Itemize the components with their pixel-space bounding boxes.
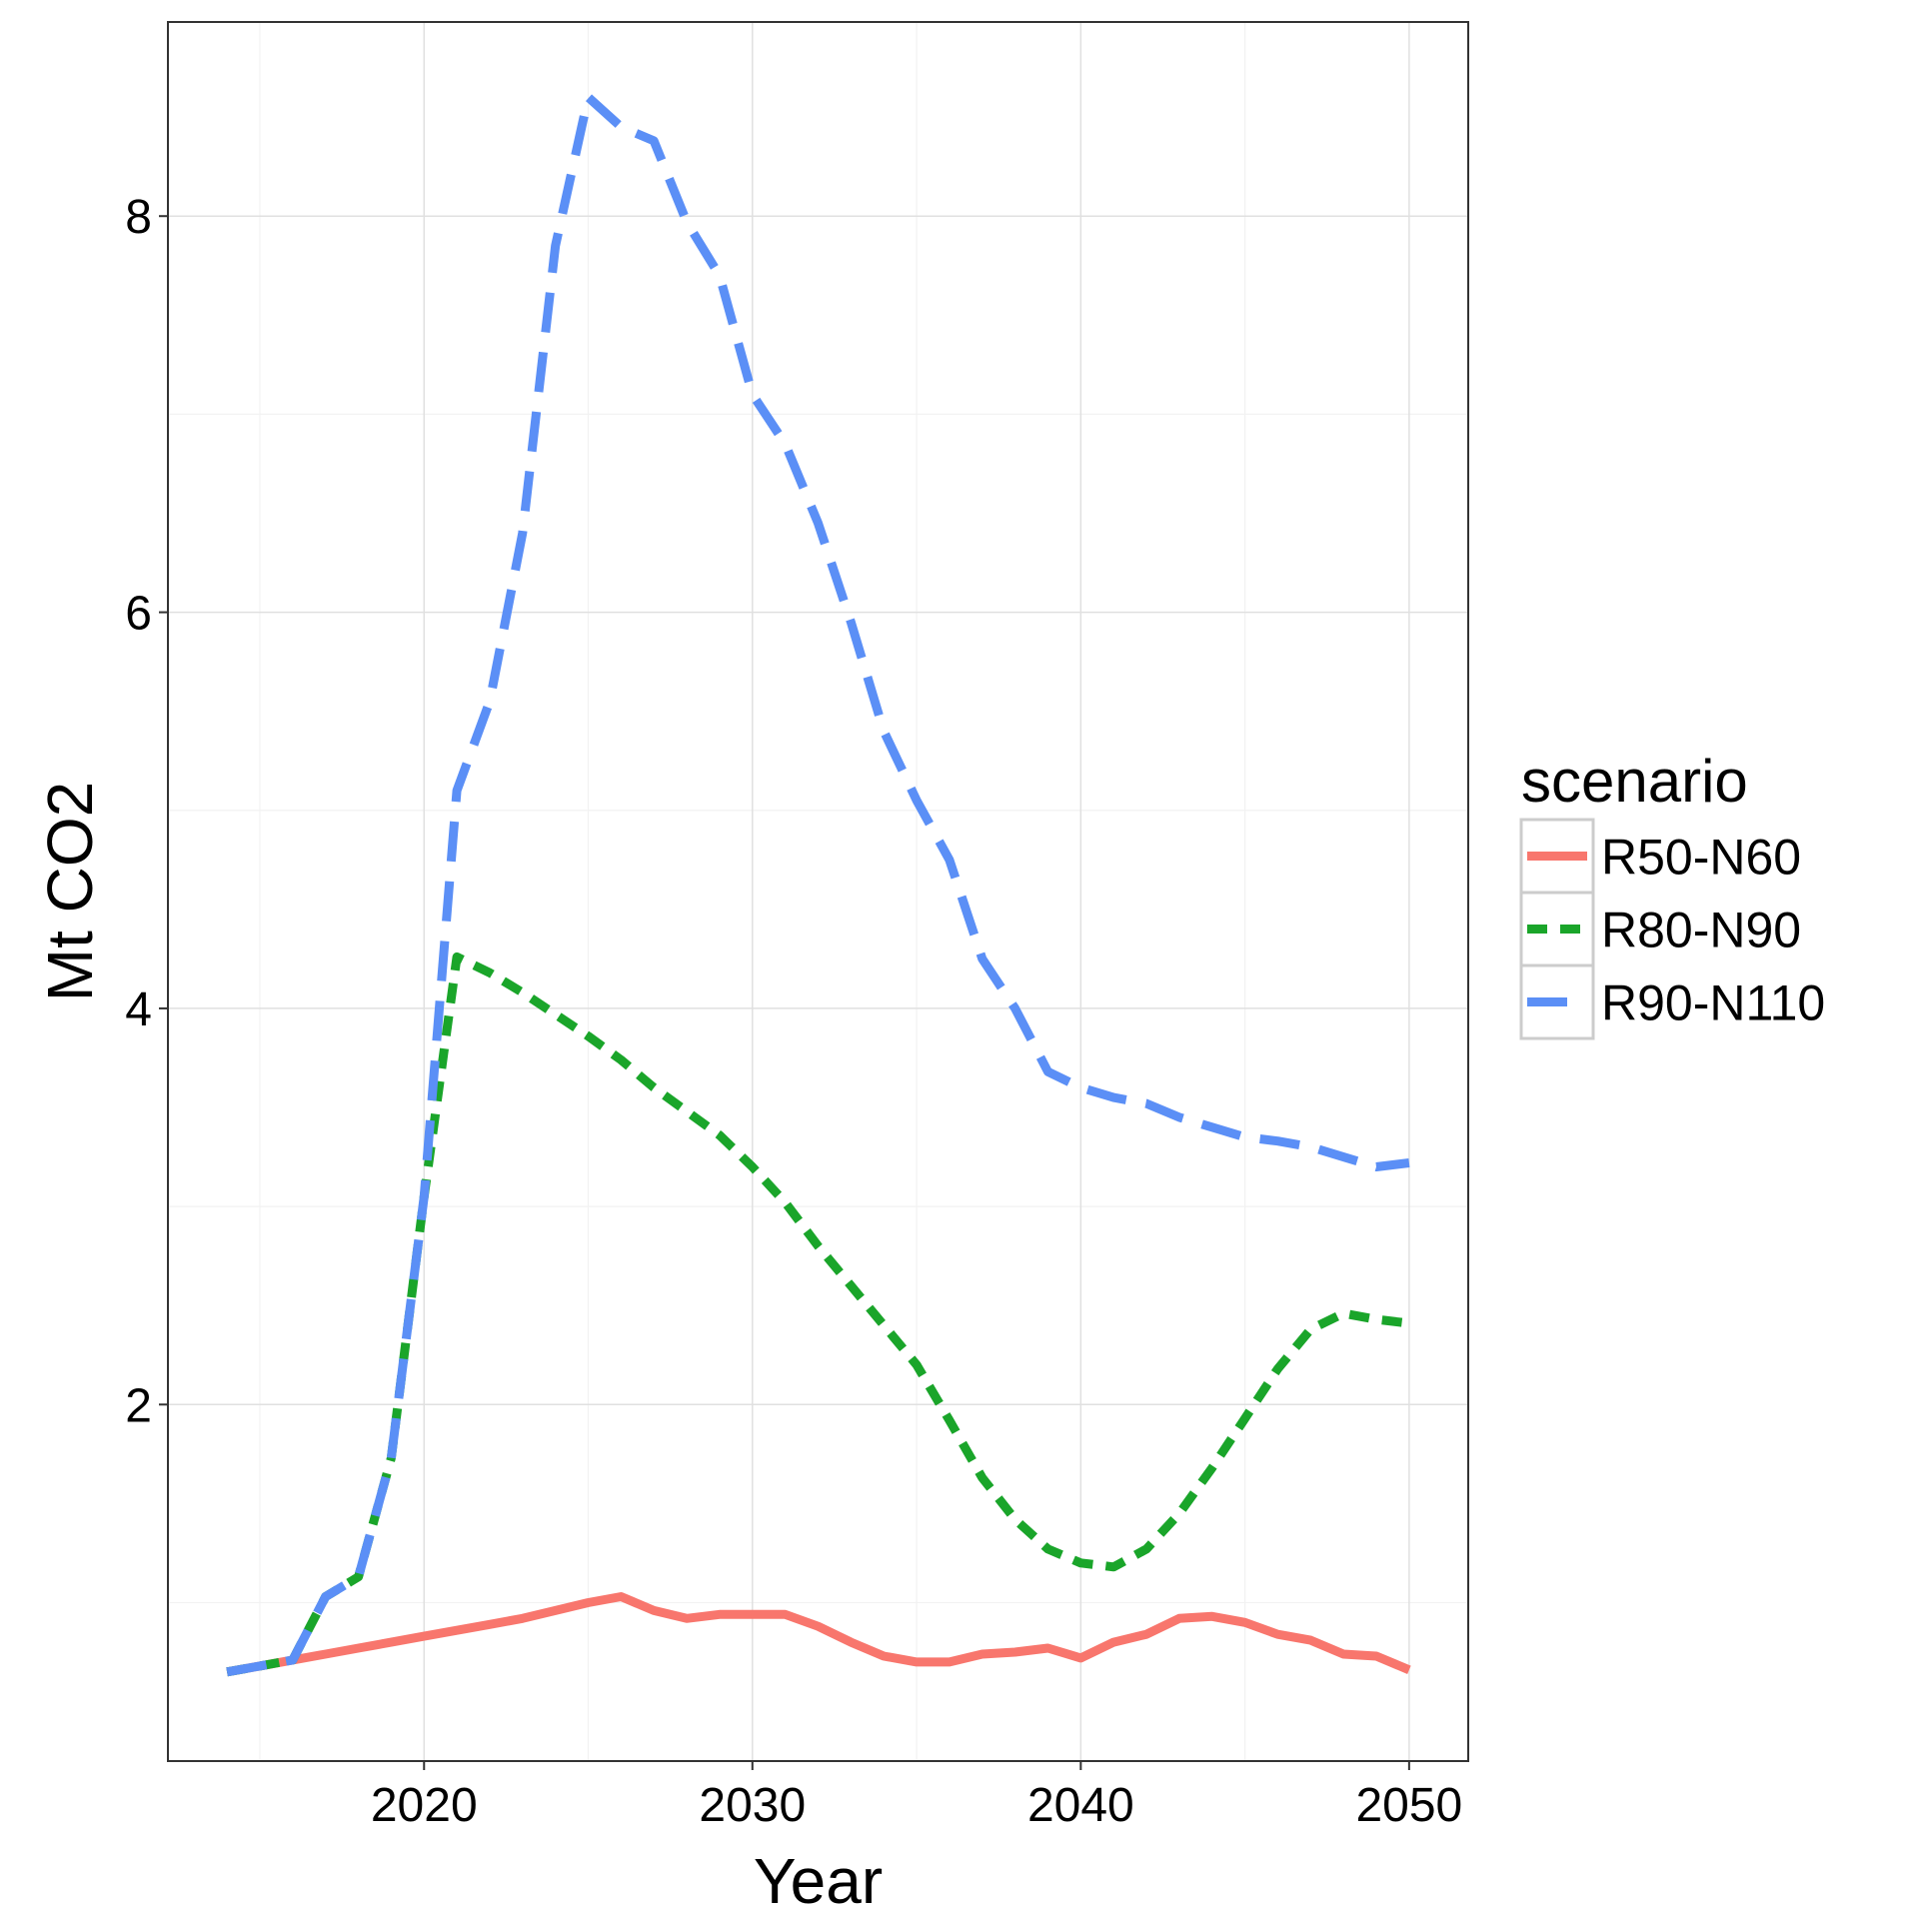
- y-tick-label: 2: [125, 1379, 152, 1432]
- legend-label: R80-N90: [1601, 903, 1801, 958]
- series-line-r50-n60: [226, 1592, 1411, 1677]
- minor-gridlines: [168, 22, 1468, 1761]
- plot-panel: [168, 22, 1468, 1761]
- x-tick-label: 2020: [371, 1779, 478, 1832]
- x-tick-label: 2050: [1355, 1779, 1462, 1832]
- y-tick-label: 8: [125, 191, 152, 244]
- legend-item: R50-N60: [1519, 818, 1801, 895]
- x-axis: 2020 2030 2040 2050: [371, 1761, 1462, 1832]
- legend-item: R80-N90: [1519, 891, 1801, 967]
- y-tick-label: 6: [125, 588, 152, 641]
- x-tick-label: 2040: [1027, 1779, 1134, 1832]
- legend-label: R90-N110: [1601, 975, 1825, 1031]
- legend: scenario R50-N60 R80-N90 R90-N110: [1519, 748, 1825, 1040]
- legend-item: R90-N110: [1519, 963, 1825, 1040]
- series-line-r90-n110: [226, 92, 1410, 1677]
- x-tick-label: 2030: [699, 1779, 806, 1832]
- major-gridlines: [168, 22, 1468, 1761]
- series-lines: [226, 92, 1411, 1677]
- plot-border: [167, 21, 1469, 1762]
- y-tick-label: 4: [125, 983, 152, 1036]
- y-axis: 2 4 6 8: [125, 191, 168, 1432]
- x-axis-title: Year: [754, 1845, 883, 1911]
- legend-label: R50-N60: [1601, 830, 1801, 886]
- legend-title: scenario: [1521, 748, 1748, 815]
- y-axis-title: Mt CO2: [34, 782, 106, 1001]
